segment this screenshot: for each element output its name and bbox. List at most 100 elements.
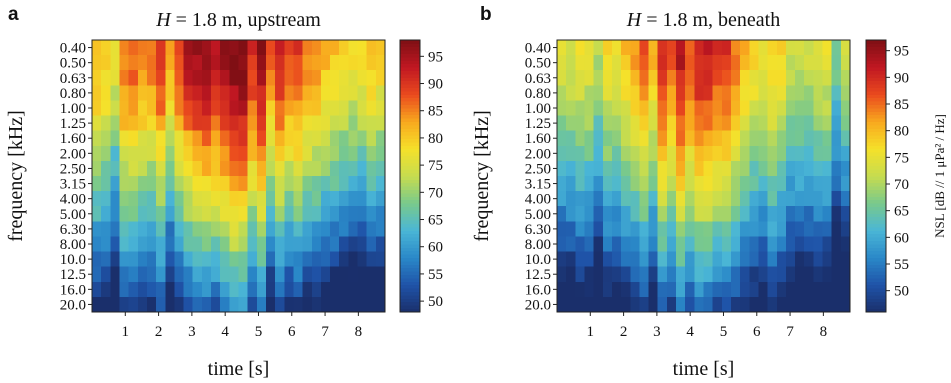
heatmap-cell — [593, 70, 604, 86]
heatmap-cell — [320, 115, 331, 131]
heatmap-cell — [284, 145, 294, 162]
heatmap-cell — [685, 145, 695, 162]
heatmap-cell — [284, 221, 294, 237]
heatmap-cell — [330, 130, 340, 147]
heatmap-cell — [822, 70, 832, 86]
heatmap-cell — [676, 130, 686, 147]
heatmap-cell — [740, 160, 750, 177]
heatmap-cell — [694, 55, 704, 71]
heatmap-cell — [822, 176, 832, 192]
heatmap-cell — [146, 281, 157, 298]
colorbar-segment — [400, 87, 420, 92]
heatmap-cell — [566, 221, 576, 237]
heatmap-cell — [694, 115, 704, 131]
heatmap-cell — [666, 206, 677, 222]
heatmap-cell — [566, 206, 576, 222]
heatmap-cell — [767, 85, 778, 101]
heatmap-cell — [840, 145, 851, 162]
heatmap-cell — [813, 191, 823, 207]
heatmap-cell — [804, 221, 814, 237]
heatmap-cell — [284, 160, 294, 177]
heatmap-cell — [575, 130, 585, 147]
heatmap-cell — [657, 266, 668, 283]
heatmap-cell — [639, 55, 649, 71]
heatmap-cell — [156, 251, 166, 267]
heatmap-cell — [101, 296, 111, 313]
heatmap-cell — [666, 266, 677, 283]
heatmap-cell — [776, 236, 787, 252]
heatmap-cell — [712, 296, 723, 313]
heatmap-cell — [211, 70, 221, 86]
heatmap-cell — [630, 206, 640, 222]
heatmap-cell — [156, 296, 166, 313]
heatmap-cell — [238, 251, 248, 267]
heatmap-cell — [348, 236, 358, 252]
heatmap-cell — [630, 100, 640, 116]
heatmap-cell — [740, 55, 750, 71]
colorbar-segment — [400, 125, 420, 129]
heatmap-cell — [785, 281, 796, 298]
y-tick-label: 0.40 — [60, 41, 86, 57]
heatmap-cell — [256, 176, 267, 192]
heatmap-cell — [101, 221, 111, 237]
colorbar-tick-label: 55 — [894, 257, 909, 273]
x-tick-label: 3 — [653, 324, 661, 340]
heatmap-cell — [712, 100, 723, 116]
heatmap-cell — [256, 236, 267, 252]
heatmap-cell — [822, 191, 832, 207]
heatmap-cell — [275, 191, 285, 207]
heatmap-cell — [712, 191, 723, 207]
heatmap-cell — [357, 296, 367, 313]
heatmap-cell — [220, 40, 230, 56]
heatmap-cell — [330, 296, 340, 313]
heatmap-cell — [557, 40, 567, 56]
colorbar-segment — [866, 50, 886, 54]
heatmap-cell — [611, 100, 622, 116]
heatmap-cell — [822, 85, 832, 101]
heatmap-cell — [330, 251, 340, 267]
colorbar-segment — [400, 301, 420, 306]
heatmap-cell — [137, 70, 148, 86]
heatmap-cell — [767, 296, 778, 313]
heatmap-cell — [721, 176, 732, 192]
heatmap-cell — [311, 206, 322, 222]
heatmap-cell — [602, 55, 613, 71]
heatmap-cell — [92, 85, 102, 101]
heatmap-cell — [740, 70, 750, 86]
heatmap-cell — [146, 236, 157, 252]
heatmap-cell — [110, 206, 120, 222]
heatmap-cell — [740, 221, 750, 237]
heatmap-cell — [676, 70, 686, 86]
y-tick-label: 1.25 — [525, 116, 551, 132]
colorbar-segment — [866, 101, 886, 105]
heatmap-cell — [247, 251, 258, 267]
heatmap-cell — [247, 191, 258, 207]
colorbar-segment — [400, 298, 420, 303]
heatmap-cell — [293, 115, 303, 131]
heatmap-cell — [183, 130, 194, 147]
heatmap-cell — [676, 251, 686, 267]
colorbar-segment — [400, 257, 420, 262]
heatmap-cell — [785, 40, 796, 56]
heatmap-cell — [146, 176, 157, 192]
heatmap-cell — [348, 70, 358, 86]
heatmap-cell — [804, 70, 814, 86]
heatmap-cell — [311, 236, 322, 252]
heatmap-cell — [621, 55, 631, 71]
heatmap-cell — [165, 145, 175, 162]
heatmap-cell — [685, 85, 695, 101]
heatmap-cell — [156, 236, 166, 252]
heatmap-cell — [730, 251, 741, 267]
heatmap-cell — [584, 85, 594, 101]
colorbar-segment — [866, 230, 886, 235]
colorbar-segment — [400, 203, 420, 207]
heatmap-cell — [767, 145, 778, 162]
x-tick-label: 8 — [355, 324, 363, 340]
heatmap-cell — [119, 296, 129, 313]
heatmap-cell — [101, 130, 111, 147]
heatmap-cell — [785, 100, 796, 116]
heatmap-cell — [101, 100, 111, 116]
heatmap-cell — [174, 281, 184, 298]
heatmap-cell — [348, 145, 358, 162]
heatmap-cell — [211, 236, 221, 252]
